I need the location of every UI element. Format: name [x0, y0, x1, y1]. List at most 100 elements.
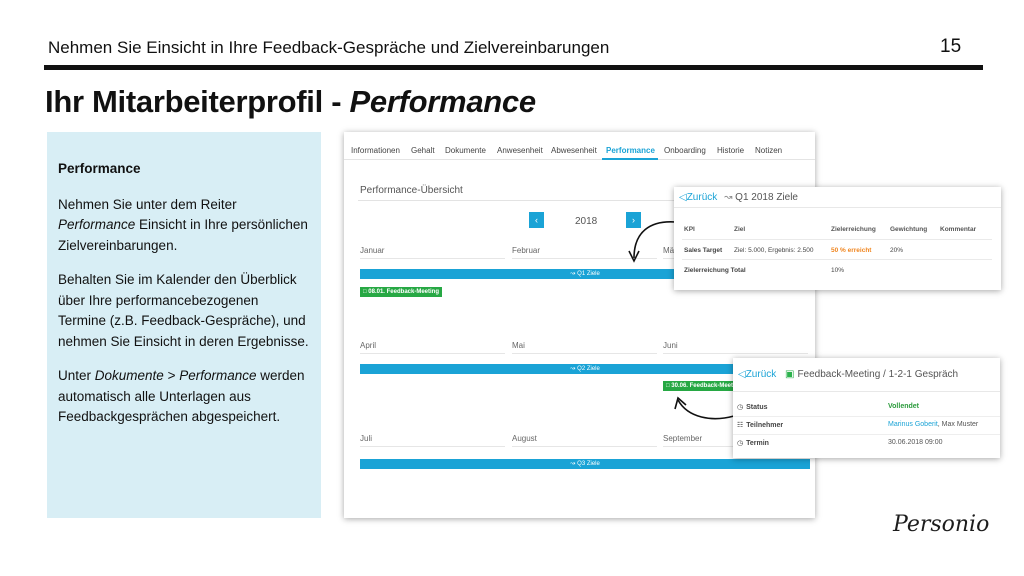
clock-icon: ◷: [737, 404, 744, 411]
date-label: ◷ Termin: [737, 439, 769, 447]
participants-label: ☷ Teilnehmer: [737, 421, 783, 429]
chart-icon: ↝: [570, 366, 576, 372]
row-divider: [733, 434, 1000, 435]
month-divider: [360, 258, 505, 259]
chevron-left-icon: ◁: [738, 369, 746, 380]
kpi-name: Sales Target: [684, 247, 723, 254]
goals-card-header: ◁Zurück ↝ Q1 2018 Ziele: [674, 187, 1001, 208]
header-title: Nehmen Sie Einsicht in Ihre Feedback-Ges…: [48, 38, 610, 57]
row-divider: [733, 416, 1000, 417]
tab-historie[interactable]: Historie: [717, 146, 745, 155]
info-paragraph-3: Unter Dokumente > Performance werden aut…: [58, 366, 309, 428]
people-icon: ☷: [737, 422, 744, 429]
month-divider: [512, 446, 657, 447]
info-paragraph-2: Behalten Sie im Kalender den Überblick ü…: [58, 272, 309, 349]
chart-icon: ↝: [570, 271, 576, 277]
prev-year-button[interactable]: ‹: [529, 212, 544, 228]
goals-card-title-text: Q1 2018 Ziele: [735, 192, 798, 203]
calendar-icon: □: [363, 289, 369, 295]
month-label: April: [360, 341, 377, 350]
overview-divider: [358, 200, 778, 201]
total-value: 10%: [831, 267, 845, 274]
info-p1-text-b: Einsicht in Ihre persönlichen Zielverein…: [58, 217, 308, 253]
column-header: Gewichtung: [890, 226, 928, 233]
month-label: Juni: [663, 341, 678, 350]
back-link[interactable]: ◁Zurück: [738, 369, 776, 380]
column-header: Kommentar: [940, 226, 977, 233]
month-label: Mai: [512, 341, 525, 350]
next-year-button[interactable]: ›: [626, 212, 641, 228]
info-p3-emphasis-1: Dokumente: [94, 368, 164, 383]
tab-notizen[interactable]: Notizen: [755, 146, 783, 155]
chart-icon: ↝: [570, 461, 576, 467]
month-label: März: [663, 246, 681, 255]
back-label: Zurück: [686, 192, 718, 203]
quarter-bar-q3[interactable]: ↝ Q3 Ziele: [360, 459, 810, 469]
month-divider: [512, 258, 657, 259]
info-p3-text-b: werden automatisch alle Unterlagen aus F…: [58, 368, 305, 424]
goals-card: ◁Zurück ↝ Q1 2018 Ziele KPI Ziel Zielerr…: [674, 187, 1001, 290]
quarter-bar-q1[interactable]: ↝ Q1 Ziele: [360, 269, 810, 279]
info-box-heading: Performance: [58, 161, 141, 176]
tab-informationen[interactable]: Informationen: [351, 146, 400, 155]
chart-icon: ↝: [724, 192, 736, 203]
quarter-bar-q2[interactable]: ↝ Q2 Ziele: [360, 364, 810, 374]
meeting-card-header: ◁Zurück ▣ Feedback-Meeting / 1-2-1 Gesprä…: [733, 358, 1000, 392]
curved-arrow-to-meeting: [674, 396, 735, 420]
tab-dokumente[interactable]: Dokumente: [445, 146, 486, 155]
table-divider: [682, 259, 992, 260]
event-label: 08.01. Feedback-Meeting: [368, 289, 439, 295]
curved-arrow-to-q1: [628, 221, 677, 263]
tab-abwesenheit[interactable]: Abwesenheit: [551, 146, 597, 155]
total-label: Zielerreichung Total: [684, 267, 746, 274]
status-label: ◷ Status: [737, 403, 768, 411]
month-divider: [512, 353, 657, 354]
info-p3-emphasis-2: Performance: [179, 368, 257, 383]
meeting-card: ◁Zurück ▣ Feedback-Meeting / 1-2-1 Gesprä…: [733, 358, 1000, 458]
meeting-card-title: ▣ Feedback-Meeting / 1-2-1 Gespräch: [785, 369, 958, 380]
month-label: August: [512, 434, 537, 443]
back-link[interactable]: ◁Zurück: [679, 192, 717, 203]
chevron-right-icon: ›: [632, 215, 635, 225]
month-label: Juli: [360, 434, 373, 443]
slide-title-italic: Performance: [349, 84, 537, 119]
participants-value: Marinus Goberit, Max Muster: [888, 421, 978, 428]
tab-performance[interactable]: Performance: [606, 146, 655, 155]
year-label: 2018: [575, 216, 598, 227]
participants-label-text: Teilnehmer: [746, 422, 784, 429]
participant-link[interactable]: Marinus Goberit: [888, 421, 938, 428]
event-label: 30.06. Feedback-Meet...: [671, 383, 738, 389]
date-label-text: Termin: [746, 440, 769, 447]
event-feedback-meeting-jan[interactable]: □ 08.01. Feedback-Meeting: [360, 287, 442, 297]
tab-anwesenheit[interactable]: Anwesenheit: [497, 146, 543, 155]
status-value: Vollendet: [888, 403, 919, 410]
quarter-bar-label: Q1 Ziele: [577, 271, 600, 277]
slide-title-main: Ihr Mitarbeiterprofil -: [45, 84, 350, 119]
month-divider: [360, 446, 505, 447]
table-divider: [682, 239, 992, 240]
page-number: 15: [940, 36, 962, 57]
info-p3-text-a: Unter: [58, 368, 95, 383]
month-label: September: [663, 434, 703, 443]
meeting-card-title-text: Feedback-Meeting / 1-2-1 Gespräch: [797, 369, 959, 380]
personio-logo: Personio: [893, 512, 990, 537]
goals-card-title: ↝ Q1 2018 Ziele: [724, 192, 798, 203]
clock-icon: ◷: [737, 440, 744, 447]
month-divider: [663, 353, 808, 354]
info-p1-text-a: Nehmen Sie unter dem Reiter: [58, 196, 237, 212]
info-p3-separator: >: [163, 368, 180, 383]
tab-onboarding[interactable]: Onboarding: [664, 146, 706, 155]
tab-gehalt[interactable]: Gehalt: [411, 146, 435, 155]
calendar-icon: □: [666, 383, 672, 389]
date-value: 30.06.2018 09:00: [888, 439, 943, 446]
info-paragraph-1: Nehmen Sie unter dem Reiter Performance …: [58, 195, 309, 257]
column-header: Ziel: [734, 226, 746, 233]
chevron-left-icon: ◁: [679, 192, 687, 203]
month-label: Februar: [512, 246, 541, 255]
event-feedback-meeting-jun[interactable]: □ 30.06. Feedback-Meet...: [663, 381, 741, 391]
kpi-weight: 20%: [890, 247, 904, 254]
calendar-icon: ▣: [785, 369, 795, 380]
column-header: Zielerreichung: [831, 226, 876, 233]
status-label-text: Status: [746, 404, 768, 411]
active-tab-indicator: [602, 158, 658, 160]
